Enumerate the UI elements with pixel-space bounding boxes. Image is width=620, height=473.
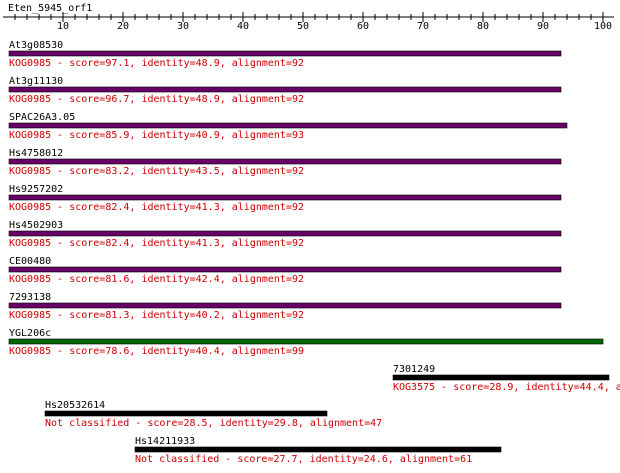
hit-name: At3g11130	[9, 76, 63, 87]
hit-name: At3g08530	[9, 40, 63, 51]
hit-bar	[8, 302, 562, 309]
hit-bar	[8, 194, 562, 201]
tick-label: 10	[57, 21, 69, 32]
hit-name: 7301249	[393, 364, 435, 375]
tick-label: 90	[537, 21, 549, 32]
hit-label: KOG0985 - score=81.3, identity=40.2, ali…	[9, 310, 304, 321]
hit-label: KOG0985 - score=82.4, identity=41.3, ali…	[9, 238, 304, 249]
hit-name: CE00480	[9, 256, 51, 267]
tick-label: 100	[594, 21, 612, 32]
hit-name: Hs4758012	[9, 148, 63, 159]
hit-bar	[8, 266, 562, 273]
tick-label: 40	[237, 21, 249, 32]
tick-label: 60	[357, 21, 369, 32]
hit-label: KOG0985 - score=82.4, identity=41.3, ali…	[9, 202, 304, 213]
hit-name: Hs14211933	[135, 436, 195, 447]
hit-bar	[8, 122, 568, 129]
hit-name: SPAC26A3.05	[9, 112, 75, 123]
hit-name: Hs20532614	[45, 400, 105, 411]
hit-bar	[8, 86, 562, 93]
hit-bar	[392, 374, 610, 381]
hit-label: Not classified - score=28.5, identity=29…	[45, 418, 382, 429]
hit-bar	[44, 410, 328, 417]
tick-label: 80	[477, 21, 489, 32]
hit-label: KOG0985 - score=83.2, identity=43.5, ali…	[9, 166, 304, 177]
query-title: Eten_5945_orf1	[8, 3, 92, 14]
hit-name: Hs9257202	[9, 184, 63, 195]
tick-label: 30	[177, 21, 189, 32]
tick-label: 50	[297, 21, 309, 32]
hit-bar	[134, 446, 502, 453]
hit-label: KOG0985 - score=81.6, identity=42.4, ali…	[9, 274, 304, 285]
tick-label: 70	[417, 21, 429, 32]
hit-label: KOG3575 - score=28.9, identity=44.4, a	[393, 382, 620, 393]
hit-label: KOG0985 - score=78.6, identity=40.4, ali…	[9, 346, 304, 357]
hit-label: KOG0985 - score=85.9, identity=40.9, ali…	[9, 130, 304, 141]
hit-name: YGL206c	[9, 328, 51, 339]
hit-bar	[8, 230, 562, 237]
hit-name: 7293138	[9, 292, 51, 303]
hit-bar	[8, 338, 604, 345]
hit-label: KOG0985 - score=97.1, identity=48.9, ali…	[9, 58, 304, 69]
hit-label: KOG0985 - score=96.7, identity=48.9, ali…	[9, 94, 304, 105]
tick-label: 20	[117, 21, 129, 32]
hit-bar	[8, 158, 562, 165]
hit-bar	[8, 50, 562, 57]
hit-name: Hs4502903	[9, 220, 63, 231]
hit-label: Not classified - score=27.7, identity=24…	[135, 454, 472, 465]
